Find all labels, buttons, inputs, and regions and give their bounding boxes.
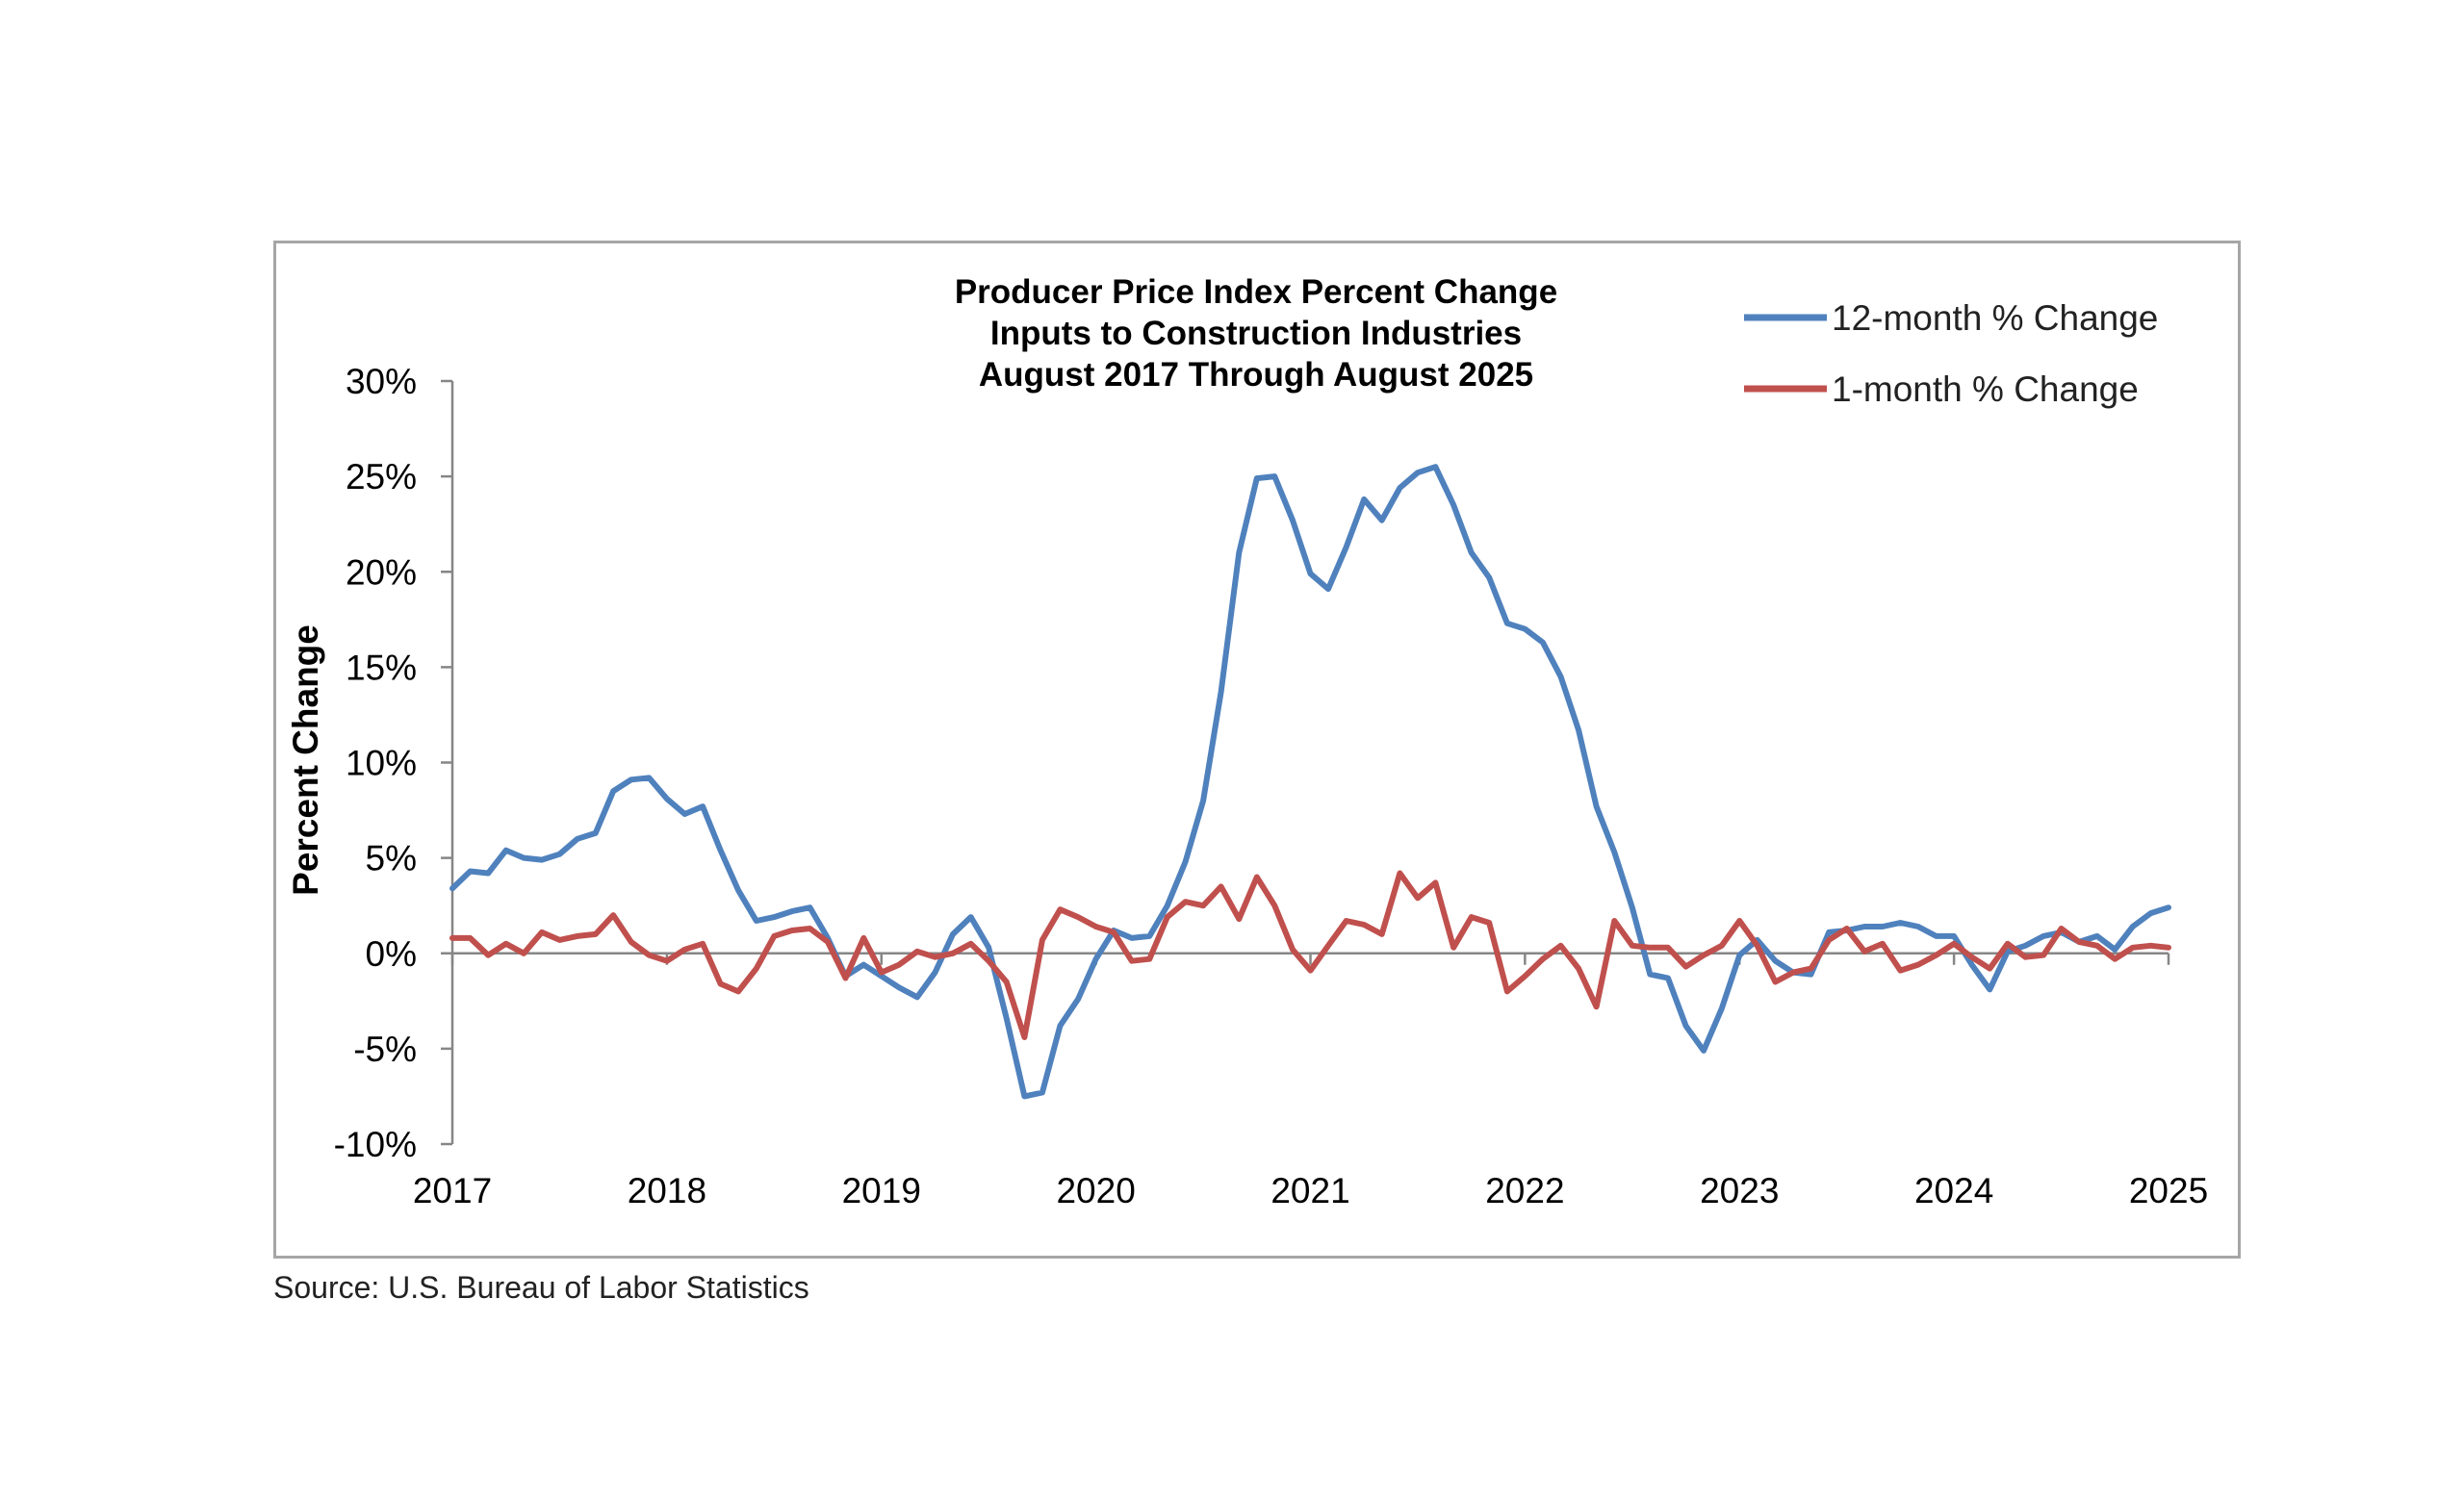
y-tick-label: 15% (346, 648, 417, 687)
x-tick-label: 2024 (1914, 1171, 1993, 1210)
series-line-1-month (449, 870, 2171, 1040)
x-tick-label: 2022 (1485, 1171, 1564, 1210)
source-note: Source: U.S. Bureau of Labor Statistics (273, 1270, 809, 1305)
legend: 12-month % Change 1-month % Change (1744, 298, 2158, 409)
series (449, 464, 2171, 1100)
chart-frame (273, 241, 2241, 1259)
x-tick-label: 2018 (628, 1171, 706, 1210)
y-tick-label: 10% (346, 744, 417, 783)
chart-title-line-1: Producer Price Index Percent Change (955, 273, 1557, 311)
x-tick-label: 2021 (1270, 1171, 1349, 1210)
y-tick-label: -10% (334, 1125, 417, 1164)
y-tick-label: 25% (346, 457, 417, 496)
chart-title-line-3: August 2017 Through August 2025 (979, 356, 1533, 394)
legend-label: 1-month % Change (1832, 369, 2139, 409)
y-tick-label: 30% (346, 362, 417, 401)
x-tick-label: 2017 (413, 1171, 492, 1210)
x-tick-label: 2023 (1700, 1171, 1779, 1210)
y-axis-label: Percent Change (286, 624, 325, 896)
y-tick-label: 0% (366, 934, 417, 974)
x-tick-label: 2020 (1056, 1171, 1135, 1210)
axes: -10% -5% 0% 5% 10% 15% 20% 25% 30% 2017 2018 2019 20… (334, 362, 2209, 1210)
x-tick-label: 2025 (2129, 1171, 2208, 1210)
chart-title-line-2: Inputs to Construction Industries (990, 315, 1522, 352)
x-tick-label: 2019 (842, 1171, 921, 1210)
legend-label: 12-month % Change (1832, 298, 2158, 338)
y-tick-label: 5% (366, 839, 417, 878)
series-line-12-month (449, 464, 2171, 1100)
chart-title: Producer Price Index Percent Change Input… (955, 273, 1557, 394)
y-tick-label: -5% (353, 1030, 417, 1069)
y-tick-label: 20% (346, 552, 417, 592)
